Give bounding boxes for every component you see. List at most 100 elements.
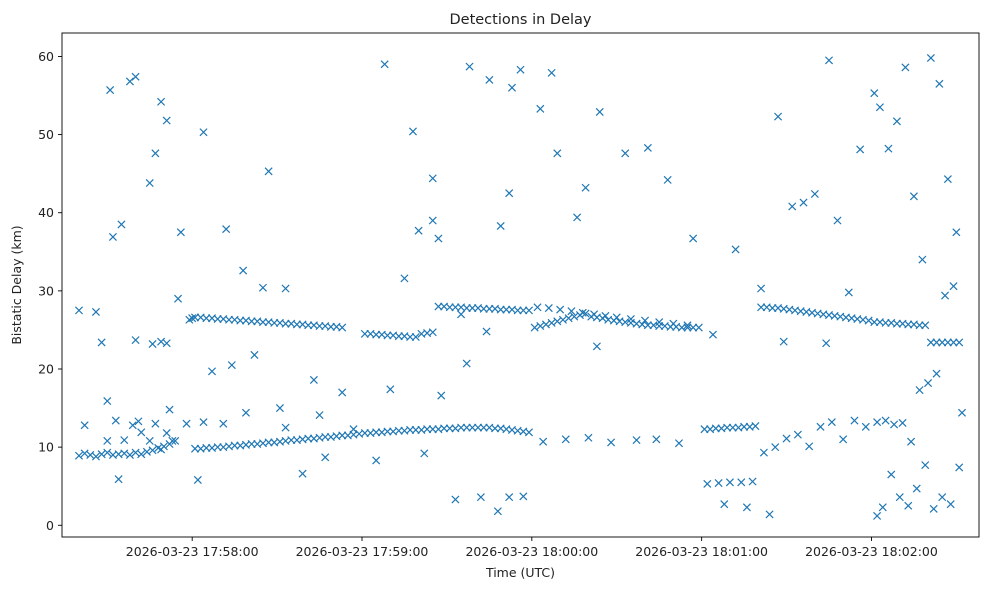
data-point xyxy=(74,451,84,460)
data-point xyxy=(669,319,678,328)
data-point xyxy=(445,424,454,433)
data-point xyxy=(932,369,941,378)
data-point xyxy=(519,306,528,315)
data-point xyxy=(457,310,466,319)
data-point xyxy=(434,302,443,311)
data-point xyxy=(437,391,446,400)
data-point xyxy=(578,308,587,317)
data-point xyxy=(188,314,197,323)
data-point xyxy=(451,495,460,504)
data-point xyxy=(912,484,921,493)
data-point xyxy=(714,479,723,488)
data-point xyxy=(485,75,494,84)
data-point xyxy=(737,478,746,487)
y-tick-label-0: 0 xyxy=(46,518,54,533)
data-point xyxy=(652,435,661,444)
data-point xyxy=(924,379,933,388)
data-point xyxy=(938,338,947,347)
data-point xyxy=(315,411,324,420)
data-point xyxy=(111,416,120,425)
data-point xyxy=(80,449,89,458)
data-point xyxy=(275,404,284,413)
data-point xyxy=(400,274,409,283)
data-point xyxy=(782,434,791,443)
data-point xyxy=(805,442,814,451)
data-point xyxy=(816,422,825,431)
data-point xyxy=(856,145,865,154)
data-point xyxy=(873,511,882,520)
data-point xyxy=(878,503,887,512)
data-point xyxy=(120,436,129,445)
data-point xyxy=(360,429,369,438)
data-point xyxy=(476,493,485,502)
data-point xyxy=(408,127,417,136)
data-point xyxy=(168,436,177,445)
data-point xyxy=(502,305,511,314)
data-point xyxy=(824,56,834,65)
data-point xyxy=(895,493,904,502)
x-axis: 2026-03-23 17:58:00 2026-03-23 17:59:00 20… xyxy=(126,537,938,559)
data-point xyxy=(264,438,273,447)
data-point xyxy=(590,310,599,319)
data-point xyxy=(946,500,955,509)
data-point xyxy=(445,303,454,312)
data-point xyxy=(870,89,879,98)
data-point xyxy=(479,423,488,432)
y-axis: 0 10 20 30 40 50 60 xyxy=(38,49,62,533)
data-point xyxy=(125,77,134,86)
data-point xyxy=(496,305,505,314)
data-point xyxy=(440,424,449,433)
y-tick-label-3: 30 xyxy=(38,283,54,298)
data-point xyxy=(462,423,471,432)
data-point xyxy=(553,317,562,326)
plot-area xyxy=(61,32,980,538)
data-point xyxy=(219,419,228,428)
data-point xyxy=(482,327,491,336)
data-point xyxy=(904,501,913,510)
data-point xyxy=(157,445,166,454)
data-point xyxy=(793,430,802,439)
data-point xyxy=(451,303,460,312)
data-point xyxy=(372,456,381,465)
data-point xyxy=(137,428,146,437)
data-point xyxy=(420,449,429,458)
data-point xyxy=(468,423,477,432)
data-point xyxy=(148,339,157,349)
data-point xyxy=(114,475,123,484)
data-point xyxy=(457,423,466,432)
data-point xyxy=(873,418,882,427)
data-point xyxy=(505,493,514,502)
data-point xyxy=(493,507,502,516)
x-tick-label-2: 2026-03-23 18:00:00 xyxy=(465,544,598,559)
data-point xyxy=(304,321,313,330)
data-point xyxy=(751,422,760,431)
data-point xyxy=(298,469,307,478)
data-point xyxy=(827,418,836,427)
data-point xyxy=(935,79,944,88)
data-point xyxy=(533,303,542,312)
data-point xyxy=(131,448,140,457)
data-point xyxy=(938,493,947,502)
data-point xyxy=(190,444,200,453)
data-point xyxy=(321,453,330,462)
data-point xyxy=(496,221,505,231)
data-point xyxy=(683,323,692,332)
data-point xyxy=(151,149,160,158)
data-point xyxy=(584,433,593,442)
data-point xyxy=(779,337,788,346)
data-point xyxy=(904,320,913,329)
data-point xyxy=(230,441,239,450)
data-point xyxy=(892,117,901,126)
data-point xyxy=(689,234,698,243)
data-point xyxy=(519,492,528,501)
data-point xyxy=(372,428,381,437)
data-point xyxy=(281,319,290,328)
data-point xyxy=(309,375,318,384)
y-tick-label-5: 50 xyxy=(38,127,54,142)
data-point xyxy=(748,477,757,486)
data-point xyxy=(864,316,873,325)
data-point xyxy=(918,255,927,264)
data-point xyxy=(165,405,174,414)
data-point xyxy=(768,304,777,313)
data-point xyxy=(131,336,140,345)
